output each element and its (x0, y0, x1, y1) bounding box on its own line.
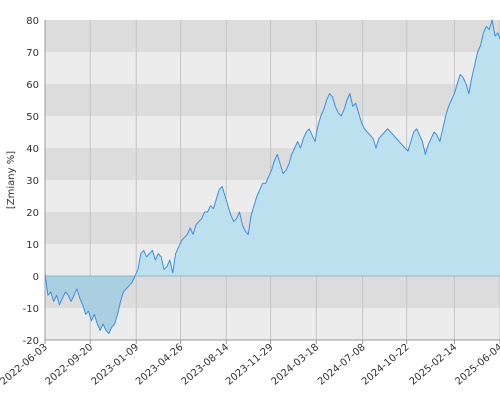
y-tick-label: -10 (23, 304, 39, 315)
y-tick-label: 0 (33, 272, 39, 283)
y-axis-ticks: 80 70 60 50 40 30 20 10 0 -10 -20 (23, 16, 39, 347)
grid-band (45, 308, 500, 340)
x-tick-label: 2023-11-29 (224, 342, 276, 388)
x-tick-label: 2023-04-26 (134, 342, 186, 388)
series-line-path (44, 19, 500, 335)
series-line (44, 19, 500, 335)
x-tick-label: 2022-09-20 (44, 342, 96, 388)
y-tick-label: 30 (26, 176, 39, 187)
x-tick-label: 2025-06-04 (453, 342, 500, 388)
grid-band (45, 52, 500, 84)
y-tick-label: 70 (26, 48, 39, 59)
grid-band (45, 84, 500, 116)
plot-frame (44, 20, 500, 341)
y-tick-label: 60 (26, 80, 39, 91)
y-tick-label: 50 (26, 112, 39, 123)
y-axis-title: [Zmiany %] (6, 151, 17, 209)
x-tick-label: 2024-07-08 (316, 342, 368, 388)
x-axis-ticks: 2022-06-032022-09-202023-01-092023-04-26… (0, 340, 500, 388)
area-negative (45, 276, 500, 334)
y-tick-label: -20 (23, 336, 39, 347)
y-tick-label: 80 (26, 16, 39, 27)
x-tick-label: 2023-01-09 (90, 342, 142, 388)
x-tick-label: 2024-10-22 (360, 342, 412, 388)
grid-band (45, 116, 500, 148)
area-fill (45, 20, 500, 334)
grid-band (45, 20, 500, 52)
y-tick-label: 40 (26, 144, 39, 155)
x-tick-label: 2023-08-14 (180, 342, 232, 388)
y-tick-label: 10 (26, 240, 39, 251)
y-tick-label: 20 (26, 208, 39, 219)
area-positive (45, 20, 500, 276)
x-tick-label: 2022-06-03 (0, 342, 50, 388)
x-tick-label: 2025-02-14 (408, 342, 460, 388)
x-tick-label: 2024-03-18 (270, 342, 322, 388)
